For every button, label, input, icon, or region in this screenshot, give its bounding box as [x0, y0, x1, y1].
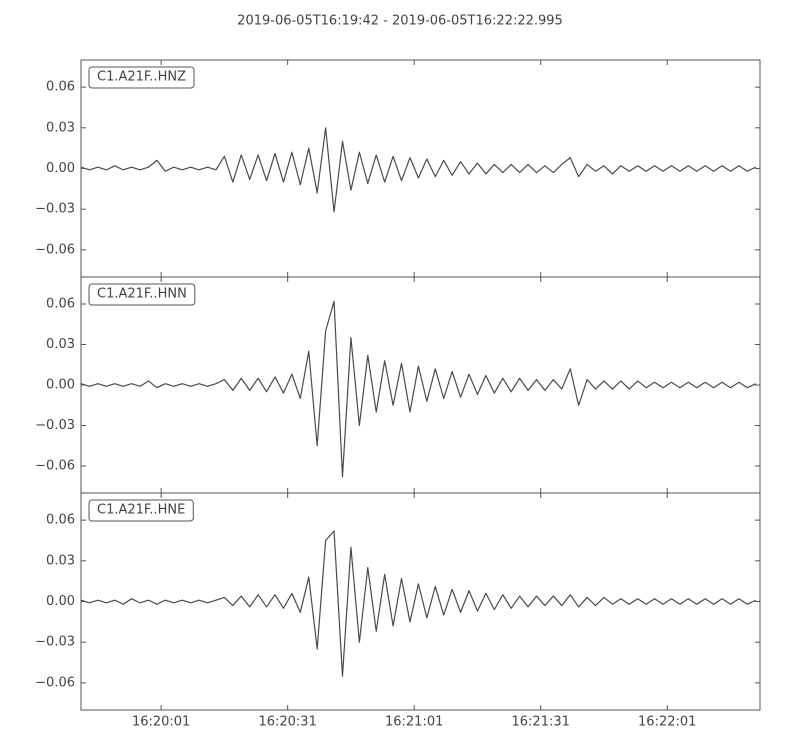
- trace: [80, 300, 757, 478]
- y-tick-label: −0.03: [35, 635, 75, 650]
- y-tick-label: −0.03: [35, 418, 75, 433]
- x-tick-label: 16:20:31: [258, 715, 316, 730]
- chart-title: 2019-06-05T16:19:42 - 2019-06-05T16:22:2…: [237, 14, 563, 29]
- y-tick-label: 0.00: [46, 594, 75, 609]
- legend-label: C1.A21F..HNZ: [97, 70, 186, 85]
- x-tick-label: 16:20:01: [132, 715, 190, 730]
- y-tick-label: 0.06: [46, 297, 75, 312]
- y-tick-label: −0.06: [35, 675, 75, 690]
- y-tick-label: −0.06: [35, 459, 75, 474]
- legend-box: [88, 499, 194, 522]
- y-tick-label: 0.06: [46, 513, 75, 528]
- legend-label: C1.A21F..HNN: [97, 287, 187, 302]
- y-tick-label: 0.03: [46, 120, 75, 135]
- y-tick-label: 0.00: [46, 378, 75, 393]
- legend-label: C1.A21F..HNE: [97, 503, 185, 518]
- x-tick-label: 16:22:01: [638, 715, 696, 730]
- y-tick-label: −0.03: [35, 202, 75, 217]
- y-tick-label: 0.03: [46, 337, 75, 352]
- legend-box: [88, 66, 195, 89]
- trace: [80, 530, 757, 677]
- y-tick-label: 0.03: [46, 553, 75, 568]
- x-tick-label: 16:21:01: [385, 715, 443, 730]
- legend-box: [88, 283, 196, 306]
- trace: [80, 127, 757, 213]
- x-tick-label: 16:21:31: [512, 715, 570, 730]
- y-tick-label: −0.06: [35, 242, 75, 257]
- y-tick-label: 0.00: [46, 161, 75, 176]
- y-tick-label: 0.06: [46, 80, 75, 95]
